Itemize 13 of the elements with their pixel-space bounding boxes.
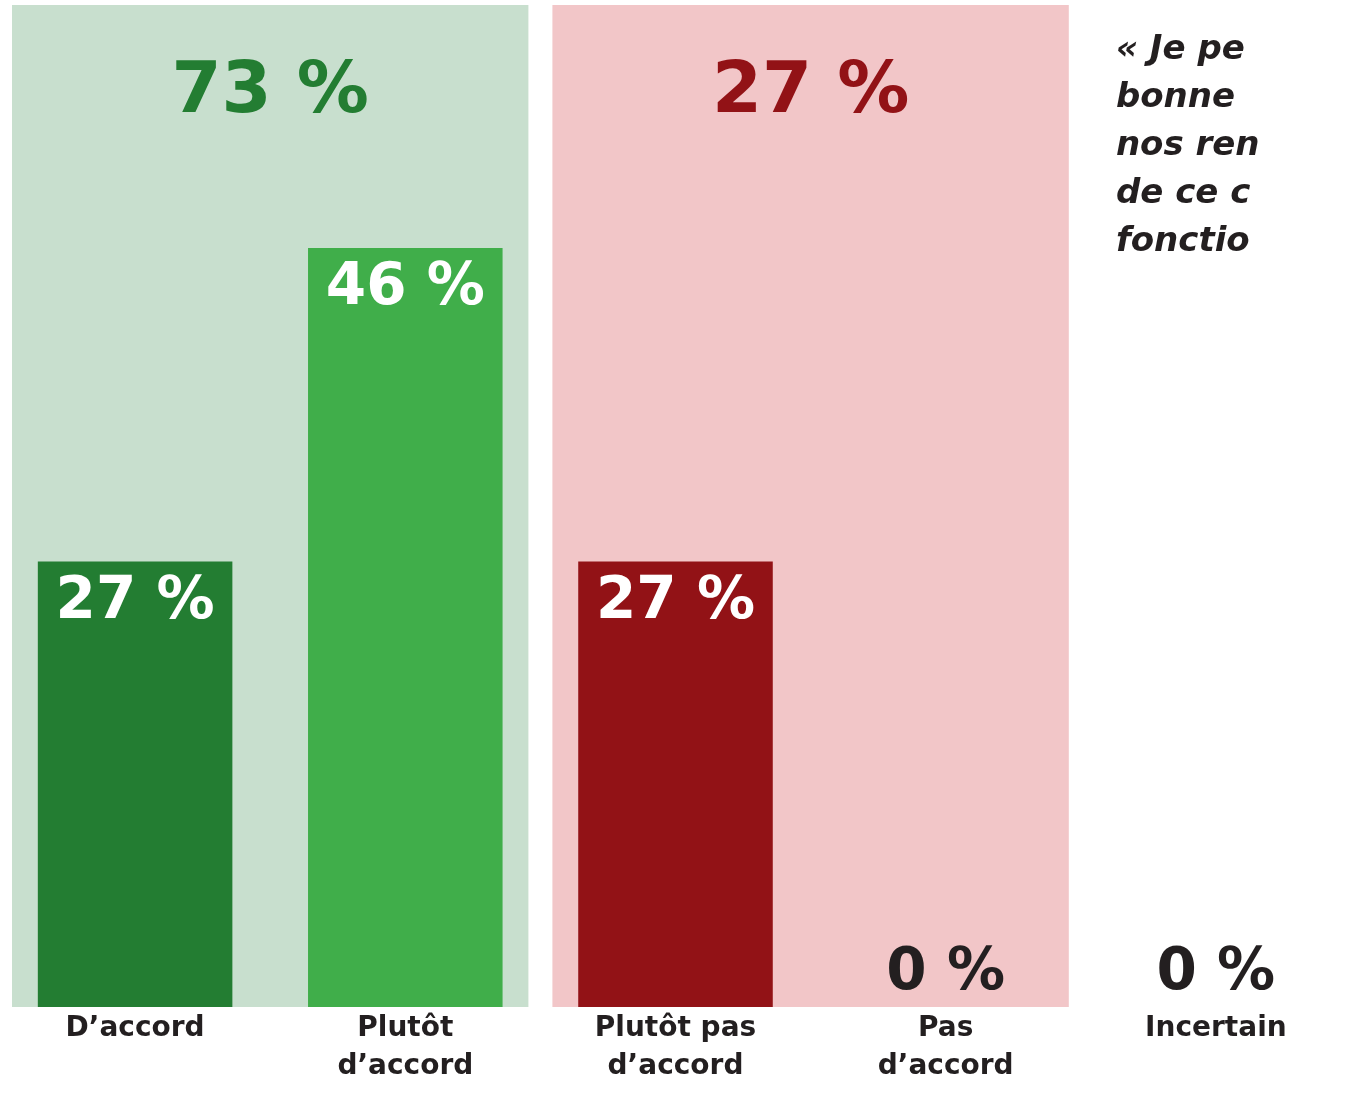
x-tick-label: Pas d’accord bbox=[877, 1010, 1014, 1082]
data-label: 46 % bbox=[325, 249, 485, 318]
band-label: 27 % bbox=[711, 44, 910, 129]
data-label: 0 % bbox=[886, 935, 1006, 1004]
x-tick-label: Incertain bbox=[1145, 1010, 1287, 1044]
data-label: 27 % bbox=[595, 563, 756, 632]
x-tick-label: Plutôt pas d’accord bbox=[594, 1010, 757, 1082]
band-label: 73 % bbox=[171, 44, 369, 129]
data-label: 27 % bbox=[55, 563, 215, 632]
x-tick-label: Plutôt d’accord bbox=[337, 1010, 474, 1082]
annotation: « Je pe bonne nos ren de ce c fonctio bbox=[1115, 26, 1260, 259]
data-label: 0 % bbox=[1156, 935, 1276, 1004]
x-tick-label: D’accord bbox=[65, 1010, 205, 1044]
